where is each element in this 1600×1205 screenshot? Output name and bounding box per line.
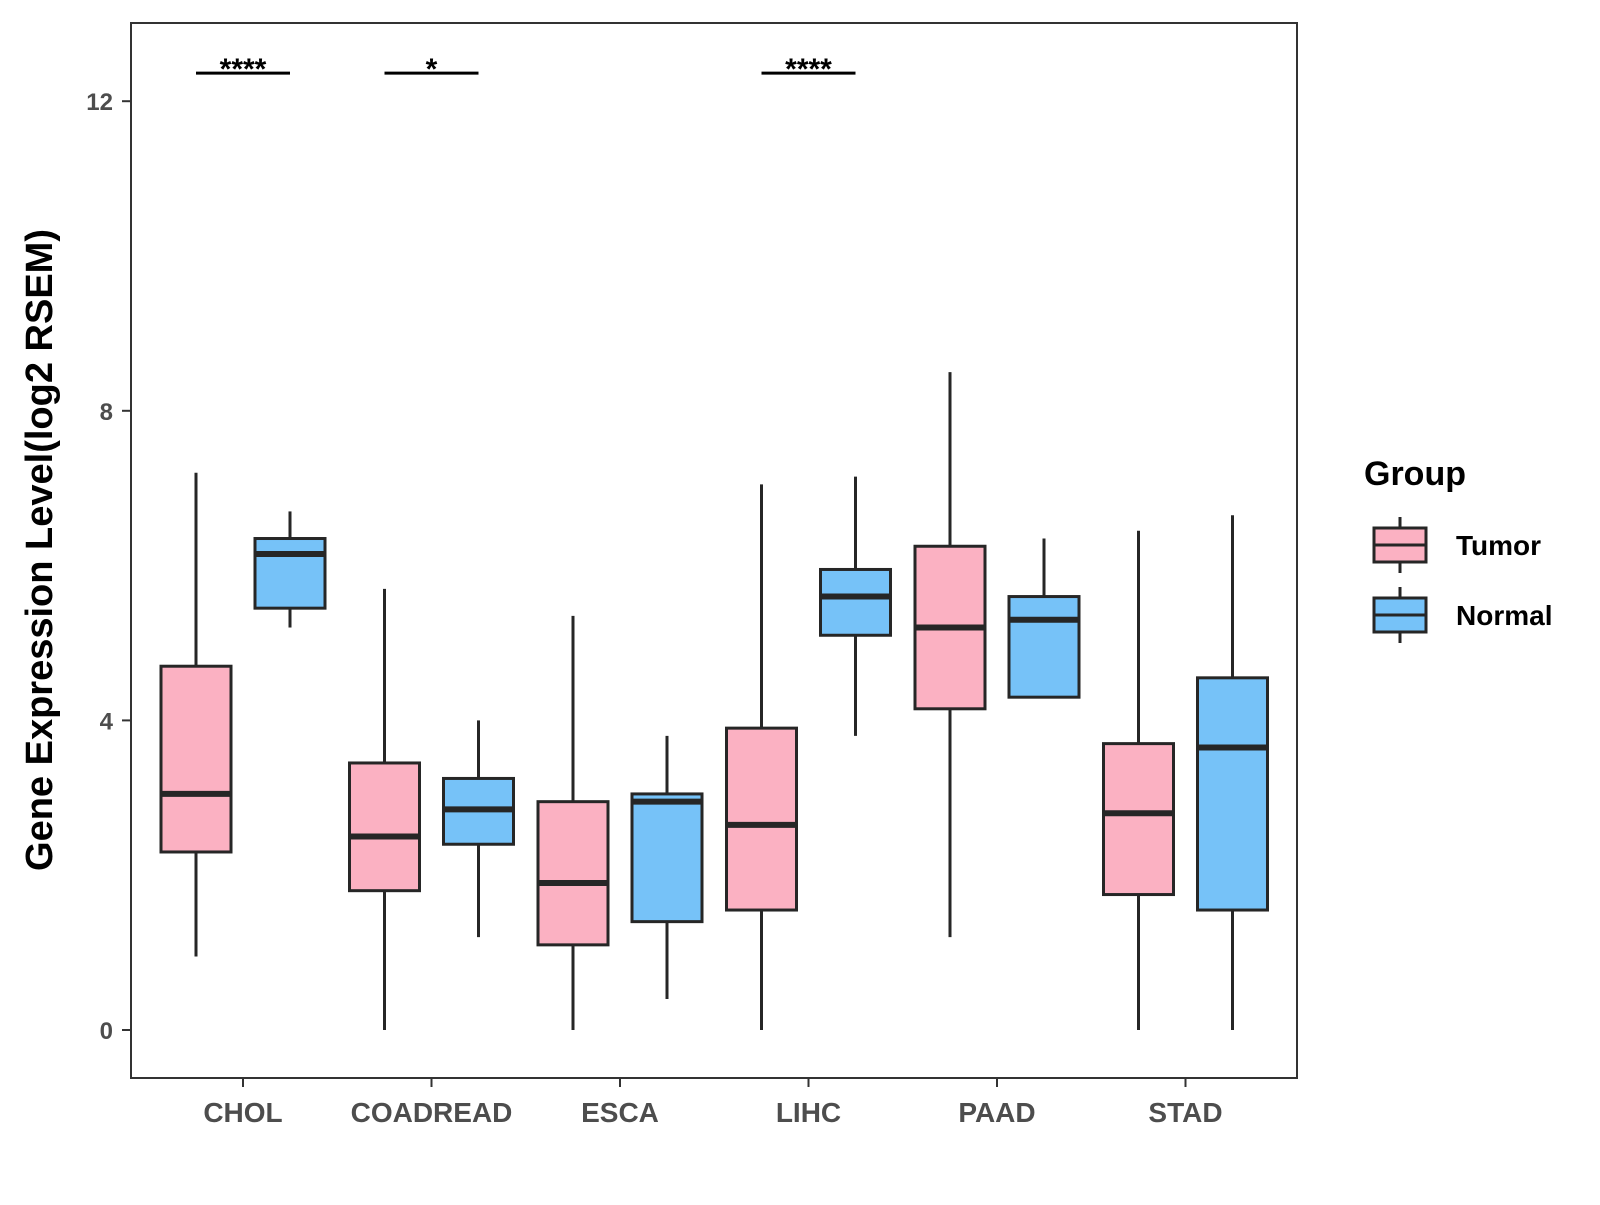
- box-normal-lihc: [819, 476, 892, 736]
- box-normal-chol: [253, 511, 327, 628]
- y-axis-title: Gene Expression Level(log2 RSEM): [19, 229, 61, 871]
- box-body: [1196, 676, 1269, 912]
- box-body: [253, 537, 327, 610]
- y-tick-label-8: 8: [100, 399, 113, 426]
- significance-label: *: [426, 53, 438, 86]
- y-tick-label-12: 12: [86, 89, 113, 116]
- x-tick-label-esca: ESCA: [581, 1097, 659, 1128]
- x-tick-label-coadread: COADREAD: [351, 1097, 513, 1128]
- box-normal-esca: [630, 735, 704, 1000]
- y-tick-label-0: 0: [100, 1018, 113, 1045]
- box-normal-paad: [1007, 538, 1081, 699]
- box-normal-coadread: [442, 720, 515, 938]
- legend-item-normal: Normal: [1372, 587, 1552, 643]
- significance-lihc: ****: [761, 53, 856, 86]
- box-body: [630, 792, 704, 924]
- legend-title: Group: [1364, 455, 1466, 493]
- box-body: [1007, 595, 1081, 699]
- box-body: [819, 567, 892, 637]
- x-axis: CHOL COADREAD ESCA LIHC PAAD STAD: [203, 1078, 1223, 1128]
- x-tick-label-lihc: LIHC: [776, 1097, 841, 1128]
- box-body: [725, 726, 798, 912]
- box-tumor-esca: [536, 615, 610, 1030]
- box-normal-stad: [1196, 515, 1269, 1030]
- x-tick-label-paad: PAAD: [958, 1097, 1035, 1128]
- plot-layer: **** * ****: [159, 53, 1269, 1030]
- box-tumor-paad: [913, 372, 987, 938]
- box-body: [348, 761, 421, 893]
- significance-chol: ****: [196, 53, 290, 86]
- x-tick-label-chol: CHOL: [203, 1097, 282, 1128]
- box-body: [536, 800, 610, 947]
- plot-panel-border: [130, 22, 1298, 1079]
- legend: Group Tumor Normal: [1364, 455, 1552, 643]
- box-tumor-stad: [1102, 530, 1175, 1030]
- box-tumor-chol: [159, 472, 233, 957]
- box-tumor-lihc: [725, 484, 798, 1030]
- significance-label: ****: [220, 53, 267, 86]
- box-tumor-coadread: [348, 588, 421, 1030]
- y-axis: 0 4 8 12: [86, 89, 131, 1045]
- legend-label-tumor: Tumor: [1456, 530, 1541, 561]
- significance-label: ****: [785, 53, 832, 86]
- legend-label-normal: Normal: [1456, 600, 1552, 631]
- box-body: [159, 664, 233, 854]
- box-body: [1102, 742, 1175, 897]
- y-tick-label-4: 4: [100, 708, 114, 735]
- x-tick-label-stad: STAD: [1148, 1097, 1222, 1128]
- legend-item-tumor: Tumor: [1372, 517, 1541, 573]
- significance-coadread: *: [384, 53, 479, 86]
